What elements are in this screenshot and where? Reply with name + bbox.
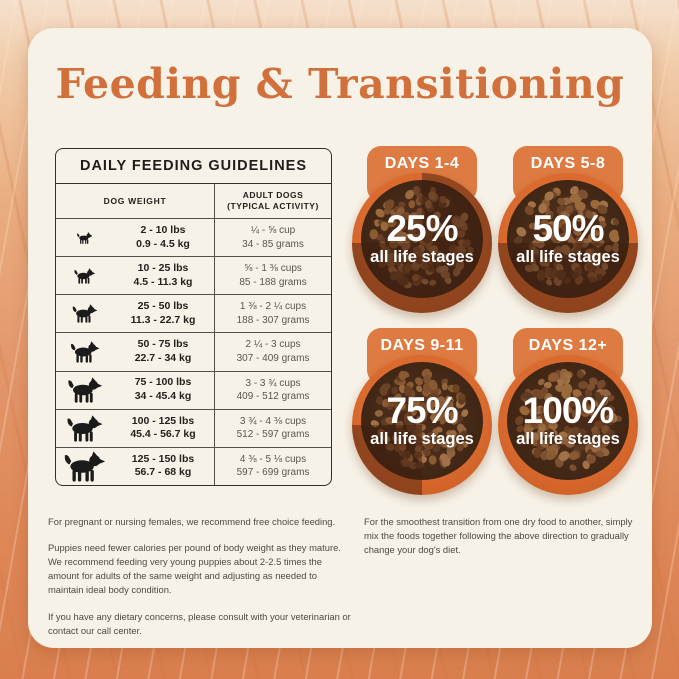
old-food-shade [498, 173, 638, 313]
weight-lbs: 75 - 100 lbs [134, 376, 192, 389]
weight-lbs: 125 - 150 lbs [131, 452, 195, 465]
percent-label: 50% [532, 208, 604, 250]
transition-stages-grid: DAYS 1-4 25% all life stages DAYS 5-8 50… [350, 146, 640, 502]
percent-label: 25% [386, 208, 458, 250]
dog-icon [56, 448, 112, 485]
transition-stage-card: DAYS 1-4 25% all life stages [350, 146, 494, 320]
life-stages-label: all life stages [370, 429, 474, 448]
table-row: 25 - 50 lbs 11.3 - 22.7 kg 1 ⅜ - 2 ¼ cups… [56, 294, 331, 333]
weight-kg: 34 - 45.4 kg [134, 390, 192, 403]
amount-cups: 1 ⅜ - 2 ¼ cups [239, 301, 307, 313]
weight-kg: 45.4 - 56.7 kg [130, 428, 196, 441]
kibble-photo [361, 180, 483, 298]
weight-kg: 56.7 - 68 kg [134, 466, 192, 479]
amount-grams: 307 - 409 grams [236, 352, 310, 364]
life-stages-label: all life stages [370, 247, 474, 266]
percent-label: 75% [386, 390, 458, 432]
kibble-photo [507, 180, 629, 298]
daily-feeding-guidelines-table: DAILY FEEDING GUIDELINES DOG WEIGHT ADUL… [55, 148, 332, 486]
amount-grams: 512 - 597 grams [236, 429, 310, 441]
transition-stage-card: DAYS 12+ 100% all life stages [496, 328, 640, 502]
amount-cups: 4 ⅜ - 5 ⅛ cups [239, 453, 307, 465]
transition-stage-card: DAYS 9-11 75% all life stages [350, 328, 494, 502]
note-pregnant: For pregnant or nursing females, we reco… [48, 516, 336, 527]
food-bowl: 25% all life stages [352, 173, 492, 313]
kibble-photo [507, 362, 629, 480]
feeding-notes: For pregnant or nursing females, we reco… [48, 515, 352, 650]
table-row: 75 - 100 lbs 34 - 45.4 kg 3 - 3 ¾ cups 409… [56, 370, 331, 409]
weight-lbs: 2 - 10 lbs [140, 223, 186, 236]
table-row: 100 - 125 lbs 45.4 - 56.7 kg 3 ¾ - 4 ⅜ cu… [56, 408, 331, 447]
weight-kg: 4.5 - 11.3 kg [133, 275, 193, 288]
dog-icon [56, 410, 112, 447]
days-label: DAYS 1-4 [384, 155, 460, 172]
amount-cups: 3 ¾ - 4 ⅜ cups [239, 415, 307, 427]
food-bowl: 50% all life stages [498, 173, 638, 313]
amount-cups: ¼ - ⅝ cup [250, 225, 296, 237]
amount-cups: 3 - 3 ¾ cups [245, 377, 301, 389]
dog-icon [56, 372, 112, 409]
old-food-shade [352, 355, 492, 495]
weight-kg: 22.7 - 34 kg [134, 351, 192, 364]
days-label: DAYS 12+ [528, 337, 608, 354]
old-food-shade [352, 173, 492, 313]
life-stages-label: all life stages [516, 247, 620, 266]
dog-icon [56, 219, 112, 256]
weight-lbs: 25 - 50 lbs [137, 300, 189, 313]
amount-grams: 34 - 85 grams [242, 238, 304, 250]
note-puppies: Puppies need fewer calories per pound of… [48, 542, 341, 596]
food-bowl: 100% all life stages [498, 355, 638, 495]
transition-note: For the smoothest transition from one dr… [364, 515, 646, 569]
table-row: 10 - 25 lbs 4.5 - 11.3 kg ⅝ - 1 ⅜ cups 85 … [56, 256, 331, 295]
table-row: 50 - 75 lbs 22.7 - 34 kg 2 ¼ - 3 cups 307 … [56, 332, 331, 371]
amount-grams: 188 - 307 grams [236, 314, 310, 326]
dog-icon [56, 295, 112, 332]
amount-cups: ⅝ - 1 ⅜ cups [244, 263, 302, 275]
amount-cups: 2 ¼ - 3 cups [245, 339, 301, 351]
weight-lbs: 100 - 125 lbs [131, 414, 195, 427]
dog-icon [56, 333, 112, 370]
food-bowl: 75% all life stages [352, 355, 492, 495]
weight-lbs: 50 - 75 lbs [137, 338, 189, 351]
col-header-dog-weight: DOG WEIGHT [103, 196, 167, 206]
note-transition: For the smoothest transition from one dr… [364, 516, 633, 556]
weight-lbs: 10 - 25 lbs [137, 262, 189, 275]
amount-grams: 597 - 699 grams [236, 467, 310, 479]
weight-kg: 11.3 - 22.7 kg [130, 313, 196, 326]
days-label: DAYS 9-11 [380, 337, 464, 354]
transition-stage-card: DAYS 5-8 50% all life stages [496, 146, 640, 320]
table-row: 125 - 150 lbs 56.7 - 68 kg 4 ⅜ - 5 ⅛ cups… [56, 446, 331, 485]
table-row: 2 - 10 lbs 0.9 - 4.5 kg ¼ - ⅝ cup 34 - 85 … [56, 218, 331, 257]
infographic-card: Feeding & Transitioning DAILY FEEDING GU… [28, 28, 652, 648]
percent-label: 100% [522, 390, 615, 432]
kibble-photo [361, 362, 483, 480]
dog-icon [56, 257, 112, 294]
amount-grams: 85 - 188 grams [239, 276, 307, 288]
amount-grams: 409 - 512 grams [236, 391, 310, 403]
life-stages-label: all life stages [516, 429, 620, 448]
col-header-adult-dogs: ADULT DOGS (TYPICAL ACTIVITY) [214, 184, 331, 218]
table-title: DAILY FEEDING GUIDELINES [56, 149, 331, 184]
page-title: Feeding & Transitioning [55, 60, 625, 108]
weight-kg: 0.9 - 4.5 kg [136, 237, 190, 250]
days-label: DAYS 5-8 [530, 155, 606, 172]
table-column-headers: DOG WEIGHT ADULT DOGS (TYPICAL ACTIVITY) [56, 184, 331, 218]
note-dietary: If you have any dietary concerns, please… [48, 610, 351, 636]
